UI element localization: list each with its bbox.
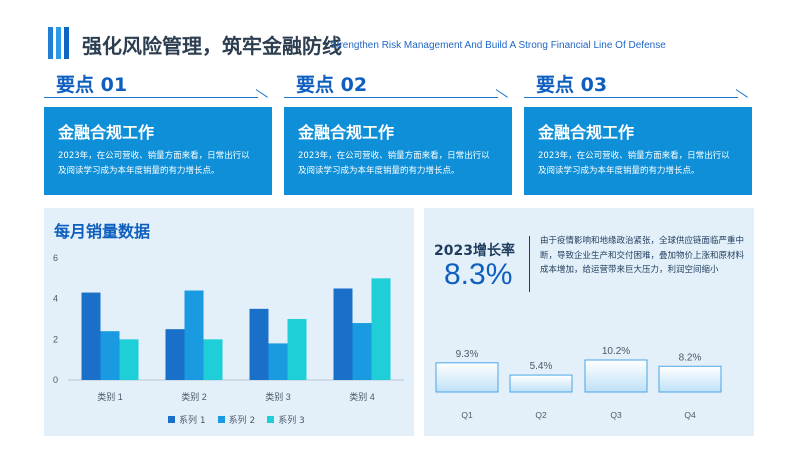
growth-panel: 2023增长率 8.3% 由于疫情影响和地缘政治紧张，全球供应链面临严重中断，导…: [424, 208, 754, 436]
sales-bar-chart: 0 2 4 6 类别 1 类别 2 类别 3 类别 4: [53, 253, 404, 402]
point-block-1: 要点 01 金融合规工作 2023年，在公司营收、销量方面来看，日常出行以及阅读…: [44, 70, 272, 195]
x-tick-label: 类别 3: [265, 391, 291, 402]
quarter-value-label: 8.2%: [679, 352, 702, 363]
point-card: 金融合规工作 2023年，在公司营收、销量方面来看，日常出行以及阅读学习成为本年…: [524, 107, 752, 195]
bar-series-3: [119, 339, 139, 380]
point-block-2: 要点 02 金融合规工作 2023年，在公司营收、销量方面来看，日常出行以及阅读…: [284, 70, 512, 195]
growth-label: 2023增长率: [434, 243, 515, 259]
sales-panel: 每月销量数据 0 2 4 6 类别 1 类别 2 类别 3 类别 4 系列 1 系列 2 系列…: [44, 208, 414, 436]
point-card: 金融合规工作 2023年，在公司营收、销量方面来看，日常出行以及阅读学习成为本年…: [44, 107, 272, 195]
point-divider: [284, 97, 498, 98]
quarter-tick-label: Q4: [684, 410, 696, 420]
bar-series-1: [249, 308, 269, 380]
point-block-3: 要点 03 金融合规工作 2023年，在公司营收、销量方面来看，日常出行以及阅读…: [524, 70, 752, 195]
legend-label: 系列 2: [228, 416, 256, 426]
legend-swatch: [217, 416, 225, 423]
quarter-tick-label: Q1: [461, 410, 473, 420]
growth-divider: [529, 236, 530, 292]
y-tick-label: 4: [53, 294, 58, 304]
quarter-value-label: 5.4%: [530, 361, 553, 372]
bar-series-2: [184, 290, 204, 380]
card-title: 金融合规工作: [538, 123, 635, 142]
card-title: 金融合规工作: [58, 123, 155, 142]
sales-chart-title: 每月销量数据: [54, 222, 151, 241]
card-text: 2023年，在公司营收、销量方面来看，日常出行以及阅读学习成为本年度销量的有力增…: [58, 151, 250, 176]
point-heading: 要点 03: [536, 74, 608, 96]
bar-series-2: [100, 331, 120, 380]
quarter-bar: [584, 359, 648, 393]
quarter-bar: [435, 362, 499, 393]
y-tick-label: 0: [53, 375, 58, 385]
x-tick-label: 类别 4: [349, 391, 375, 402]
point-heading: 要点 01: [56, 74, 128, 96]
legend-label: 系列 1: [179, 416, 206, 426]
growth-value: 8.3%: [444, 258, 513, 291]
legend-item-series-3: 系列 3: [267, 413, 305, 426]
legend-swatch: [168, 416, 175, 423]
point-divider: [44, 97, 258, 98]
bar-series-1: [165, 329, 185, 380]
point-card: 金融合规工作 2023年，在公司营收、销量方面来看，日常出行以及阅读学习成为本年…: [284, 107, 512, 195]
bar-series-3: [371, 278, 391, 380]
page-title: 强化风险管理，筑牢金融防线: [82, 34, 342, 58]
x-tick-label: 类别 1: [97, 391, 123, 402]
y-tick-label: 2: [53, 334, 58, 344]
sales-legend: 系列 1 系列 2 系列 3: [168, 413, 305, 426]
legend-label: 系列 3: [278, 416, 305, 426]
bar-series-3: [287, 319, 307, 380]
quarter-value-label: 10.2%: [602, 346, 630, 357]
legend-item-series-2: 系列 2: [217, 413, 256, 426]
point-heading: 要点 02: [296, 74, 368, 96]
quarter-tick-label: Q3: [610, 410, 622, 420]
page-subtitle: Strengthen Risk Management And Build A S…: [330, 40, 666, 51]
quarter-value-label: 9.3%: [456, 349, 479, 360]
bar-series-1: [333, 288, 353, 380]
point-divider: [524, 97, 738, 98]
growth-description: 由于疫情影响和地缘政治紧张，全球供应链面临严重中断，导致企业生产和交付困难，叠加…: [540, 236, 745, 275]
quarter-bar: [509, 374, 573, 393]
card-text: 2023年，在公司营收、销量方面来看，日常出行以及阅读学习成为本年度销量的有力增…: [538, 151, 730, 176]
legend-swatch: [267, 416, 275, 423]
quarter-tick-label: Q2: [535, 410, 547, 420]
card-title: 金融合规工作: [298, 123, 395, 142]
y-tick-label: 6: [53, 253, 58, 263]
bar-series-2: [268, 343, 288, 380]
quarter-bar: [658, 365, 722, 393]
card-text: 2023年，在公司营收、销量方面来看，日常出行以及阅读学习成为本年度销量的有力增…: [298, 151, 490, 176]
bar-series-1: [81, 292, 101, 380]
bar-series-2: [352, 323, 372, 380]
quarterly-growth-chart: 9.3% Q1 5.4% Q2 10.2% Q3 8.2% Q4: [435, 346, 722, 420]
legend-item-series-1: 系列 1: [168, 413, 206, 426]
bar-series-3: [203, 339, 223, 380]
x-tick-label: 类别 2: [181, 391, 207, 402]
